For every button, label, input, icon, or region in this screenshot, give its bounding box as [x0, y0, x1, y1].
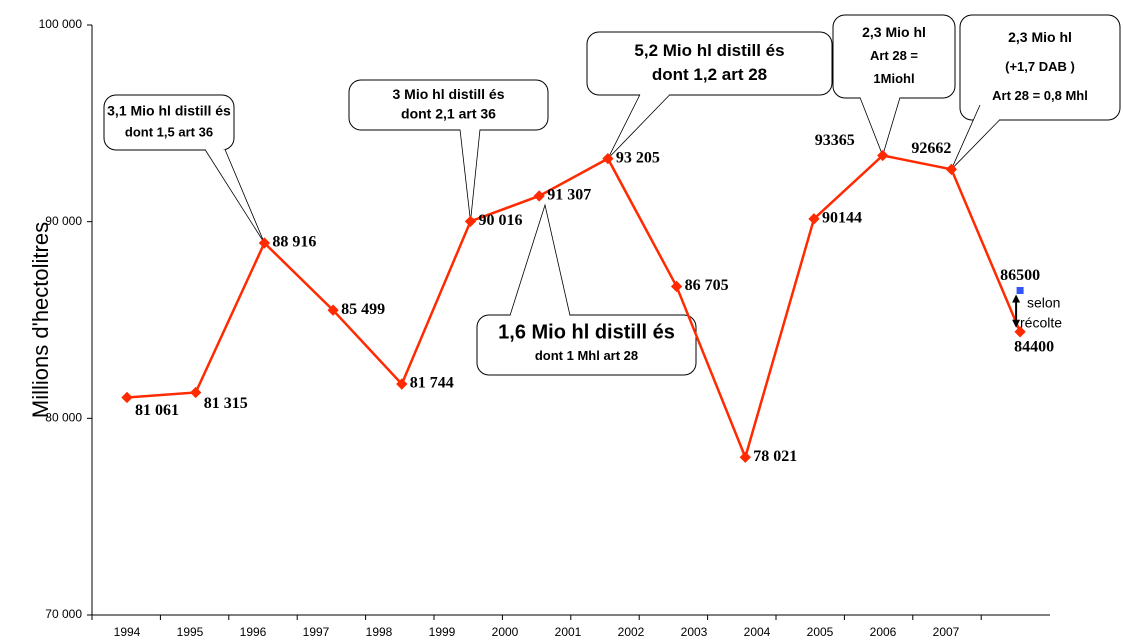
marker: [945, 163, 958, 175]
annotation-text: 3,1 Mio hl distill és: [107, 103, 231, 119]
annotation-text: récolte: [1020, 315, 1062, 331]
data-label: 81 315: [204, 395, 248, 412]
callout-pointer: [204, 149, 265, 244]
callout-pointer-fill: [860, 97, 900, 156]
marker: [877, 149, 889, 162]
callout-box: [959, 14, 1121, 121]
data-label: 78 021: [753, 448, 797, 465]
callout-box: [476, 314, 697, 376]
data-label: 86500: [1000, 267, 1040, 284]
annotation-text: dont 1 Mhl art 28: [535, 348, 638, 363]
marker: [464, 215, 477, 228]
x-tick-label: 2003: [681, 625, 708, 639]
x-tick-label: 2005: [807, 625, 834, 639]
callout-box: [103, 94, 235, 151]
data-label: 90144: [822, 210, 862, 227]
x-tick-label: 2006: [870, 625, 897, 639]
line: [126, 154, 1022, 462]
annotation-text: Art 28 = 0,8 Mhl: [992, 88, 1088, 103]
data-label: 88 916: [272, 234, 316, 251]
marker: [670, 280, 683, 293]
x-tick-label: 1998: [366, 625, 393, 639]
x-tick-label: 1999: [429, 625, 456, 639]
data-label: 93365: [815, 132, 855, 149]
data-label: 93 205: [616, 149, 660, 166]
data-label: 90 016: [479, 212, 523, 229]
annotation-text: 3 Mio hl distill és: [392, 86, 504, 102]
annotation-text: 1,6 Mio hl distill és: [498, 322, 675, 344]
data-label: 91 307: [547, 187, 591, 204]
annotation-text: dont 1,5 art 36: [125, 125, 213, 140]
annotation-text: 2,3 Mio hl: [1008, 29, 1072, 45]
x-tick-label: 1994: [114, 625, 141, 639]
y-tick-label: 100 000: [39, 17, 83, 31]
marker: [808, 213, 820, 225]
data-label: 85 499: [341, 301, 385, 318]
y-tick-label: 70 000: [45, 607, 82, 621]
marker: [533, 190, 545, 202]
x-tick-label: 1997: [303, 625, 330, 639]
marker: [121, 391, 133, 404]
x-tick-label: 2002: [618, 625, 645, 639]
callout-box: [348, 79, 549, 131]
annotation-text: 2,3 Mio hl: [862, 24, 926, 40]
marker: [190, 386, 202, 399]
y-tick-label: 80 000: [45, 411, 82, 425]
annotation-text: dont 2,1 art 36: [401, 105, 496, 121]
callout-pointer: [509, 203, 571, 316]
annotation-text: Art 28 =: [870, 48, 918, 63]
arrow-head: [1012, 319, 1021, 328]
data-label: 86 705: [685, 277, 729, 294]
marker: [396, 378, 408, 390]
x-tick-label: 1996: [240, 625, 267, 639]
marker: [327, 304, 339, 316]
callout-pointer-fill: [460, 129, 480, 222]
x-tick-label: 2000: [492, 625, 519, 639]
data-label: 81 061: [135, 402, 179, 419]
data-label: 92662: [911, 140, 951, 157]
arrow-head: [1012, 294, 1021, 303]
y-tick-label: 90 000: [45, 214, 82, 228]
annotation-text: (+1,7 DAB ): [1005, 59, 1075, 74]
callout-pointer-fill: [951, 105, 1000, 170]
annotation-text: 1Miohl: [873, 71, 914, 86]
annotation-text: 5,2 Mio hl distill és: [634, 41, 784, 60]
annotation-text: dont 1,2 art 28: [652, 65, 767, 84]
marker: [1016, 287, 1024, 294]
data-label: 81 744: [410, 375, 454, 392]
x-tick-label: 2007: [933, 625, 960, 639]
x-tick-label: 2001: [555, 625, 582, 639]
x-tick-label: 2004: [744, 625, 771, 639]
marker: [602, 152, 614, 165]
marker: [739, 451, 751, 463]
data-label: 84400: [1014, 338, 1054, 355]
callout-box: [586, 31, 833, 96]
x-tick-label: 1995: [177, 625, 204, 639]
callout-pointer-fill: [510, 205, 570, 316]
y-axis-label: Millions d'hectolitres: [28, 222, 53, 418]
marker: [1014, 326, 1026, 338]
annotation-text: selon: [1027, 295, 1060, 311]
marker: [258, 237, 271, 249]
